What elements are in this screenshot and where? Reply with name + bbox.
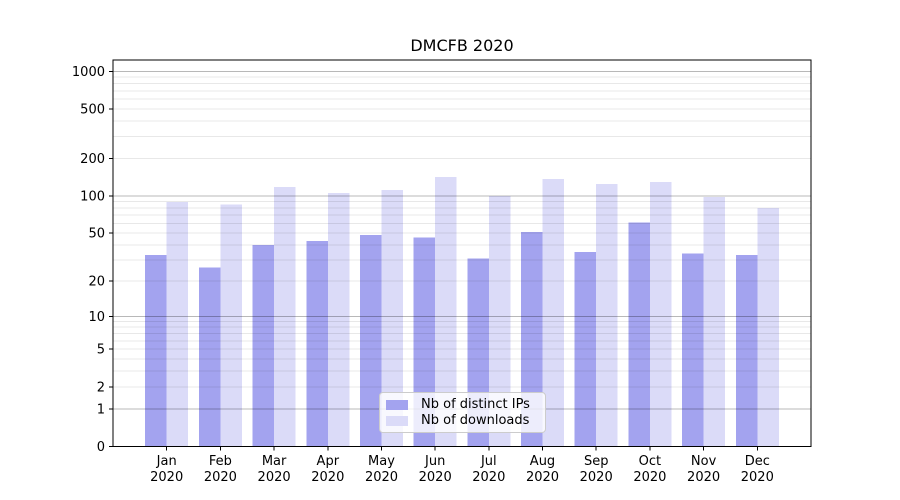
- x-tick-label-year: 2020: [419, 470, 452, 485]
- x-tick-label-month: May: [368, 454, 395, 469]
- legend-swatch-distinct-ips-icon: [386, 399, 408, 410]
- x-tick-label-year: 2020: [687, 470, 720, 485]
- chart-title: DMCFB 2020: [410, 36, 514, 55]
- x-tick-label-year: 2020: [526, 470, 559, 485]
- x-tick-label-month: Mar: [262, 454, 287, 469]
- x-tick-label-year: 2020: [580, 470, 613, 485]
- y-tick-label: 20: [88, 275, 105, 290]
- x-tick-label-month: Jun: [424, 454, 445, 469]
- x-tick-label-year: 2020: [150, 470, 183, 485]
- axes-layer: 01251020501002005001000Jan2020Feb2020Mar…: [72, 65, 774, 485]
- bar-downloads-jul: [488, 196, 511, 447]
- legend: Nb of distinct IPs Nb of downloads: [379, 392, 546, 433]
- x-tick-label-year: 2020: [741, 470, 774, 485]
- y-tick-label: 2: [97, 380, 105, 395]
- x-tick-label-month: Feb: [209, 454, 232, 469]
- x-tick-label-month: Sep: [584, 454, 609, 469]
- legend-item-label: Nb of distinct IPs: [421, 397, 530, 412]
- x-tick-label-month: Dec: [745, 454, 770, 469]
- x-tick-label-year: 2020: [204, 470, 237, 485]
- y-tick-label: 500: [80, 103, 105, 118]
- bar-downloads-jun: [435, 177, 457, 447]
- x-tick-label-year: 2020: [311, 470, 344, 485]
- legend-item-downloads: Nb of downloads: [386, 413, 537, 428]
- bar-downloads-may: [381, 189, 403, 447]
- bar-distinct-ips-mar: [252, 244, 275, 447]
- y-tick-label: 200: [80, 152, 105, 167]
- bar-distinct-ips-sep: [574, 252, 597, 447]
- y-tick-label: 5: [97, 343, 105, 358]
- y-tick-label: 50: [88, 227, 105, 242]
- x-tick-label-month: Jan: [156, 454, 177, 469]
- bar-downloads-jan: [166, 202, 189, 447]
- x-tick-label-year: 2020: [258, 470, 291, 485]
- y-tick-label: 100: [80, 190, 105, 205]
- bar-downloads-sep: [596, 184, 618, 447]
- y-tick-label: 10: [88, 310, 105, 325]
- x-tick-label-month: Nov: [691, 454, 717, 469]
- bar-downloads-aug: [542, 179, 564, 447]
- plot-border: [112, 59, 812, 447]
- bar-downloads-nov: [703, 197, 726, 447]
- bar-distinct-ips-apr: [306, 241, 328, 447]
- bar-distinct-ips-feb: [198, 267, 221, 447]
- gridlines-layer: [113, 70, 811, 410]
- bar-downloads-oct: [649, 181, 672, 447]
- legend-swatch-downloads-icon: [386, 415, 408, 426]
- legend-item-label: Nb of downloads: [421, 413, 530, 428]
- bar-distinct-ips-nov: [682, 253, 704, 447]
- x-tick-label-year: 2020: [633, 470, 666, 485]
- x-tick-label-month: Jul: [480, 454, 497, 469]
- x-tick-label-month: Apr: [317, 454, 340, 469]
- bar-downloads-apr: [327, 192, 350, 447]
- bar-distinct-ips-dec: [735, 255, 758, 447]
- x-tick-label-year: 2020: [472, 470, 505, 485]
- x-tick-label-month: Aug: [530, 454, 555, 469]
- legend-item-distinct-ips: Nb of distinct IPs: [386, 397, 537, 412]
- y-tick-label: 0: [97, 440, 105, 455]
- y-tick-label: 1: [97, 402, 105, 417]
- bar-distinct-ips-may: [360, 235, 382, 447]
- bar-distinct-ips-jan: [145, 255, 167, 447]
- x-tick-label-year: 2020: [365, 470, 398, 485]
- x-tick-label-month: Oct: [639, 454, 661, 469]
- bar-distinct-ips-oct: [628, 222, 650, 447]
- bar-downloads-dec: [757, 207, 779, 447]
- bar-downloads-mar: [274, 187, 296, 447]
- y-tick-label: 1000: [72, 65, 105, 80]
- bar-downloads-feb: [220, 204, 242, 447]
